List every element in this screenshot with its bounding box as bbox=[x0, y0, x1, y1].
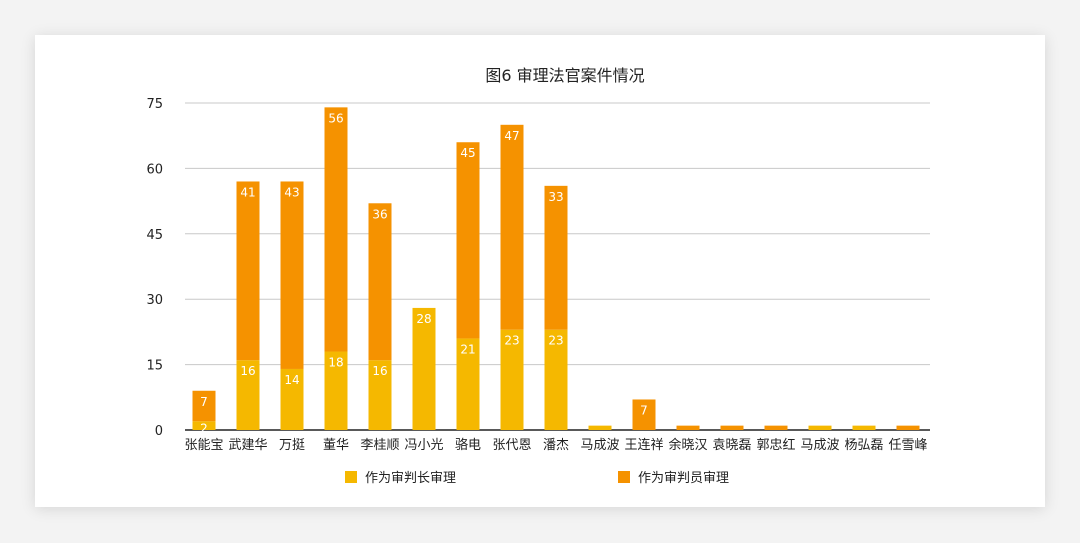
category-label: 袁晓磊 bbox=[712, 438, 751, 453]
y-tick-label: 15 bbox=[146, 359, 163, 374]
category-label: 武建华 bbox=[228, 438, 267, 453]
category-label: 余晓汉 bbox=[668, 437, 707, 453]
category-label: 马成波 bbox=[580, 438, 619, 453]
category-label: 李桂顺 bbox=[360, 438, 399, 453]
bar-segment bbox=[368, 203, 392, 361]
bar-segment bbox=[236, 360, 260, 430]
data-label: 47 bbox=[504, 129, 519, 143]
category-label: 马成波 bbox=[800, 438, 839, 453]
category-label: 万挺 bbox=[279, 438, 305, 453]
bar-segment bbox=[500, 124, 524, 330]
data-label: 45 bbox=[460, 146, 475, 160]
bar-segment bbox=[676, 425, 700, 430]
bar-segment bbox=[632, 399, 656, 430]
data-label: 23 bbox=[548, 334, 563, 348]
data-label: 7 bbox=[640, 403, 648, 417]
data-label: 16 bbox=[240, 364, 255, 378]
bar-segment bbox=[720, 425, 744, 430]
bar-segment bbox=[808, 425, 832, 430]
y-tick-label: 60 bbox=[146, 162, 163, 177]
bar-segment bbox=[544, 329, 568, 430]
category-label: 潘杰 bbox=[543, 438, 569, 453]
bar-segment bbox=[896, 425, 920, 430]
bar-segment bbox=[456, 142, 480, 339]
y-tick-label: 45 bbox=[146, 228, 163, 243]
category-label: 郭忠红 bbox=[756, 437, 795, 453]
bar-segment bbox=[588, 425, 612, 430]
legend-swatch bbox=[618, 471, 630, 483]
category-label: 杨弘磊 bbox=[844, 438, 883, 453]
legend-swatch bbox=[345, 471, 357, 483]
data-label: 18 bbox=[328, 356, 343, 370]
y-tick-label: 30 bbox=[146, 293, 163, 308]
data-label: 14 bbox=[284, 373, 299, 387]
bar-segment bbox=[544, 185, 568, 330]
y-tick-label: 0 bbox=[155, 424, 163, 439]
category-label: 冯小光 bbox=[404, 438, 443, 453]
bar-segment bbox=[852, 425, 876, 430]
bar-segment bbox=[280, 181, 304, 369]
bar-segment bbox=[324, 351, 348, 430]
chart-card: 图6 审理法官案件情况 0 15 30 45 60 75 2 7 16 41 14 43 18 56 16… bbox=[35, 35, 1045, 507]
data-label: 43 bbox=[284, 185, 299, 199]
bar-segment bbox=[280, 368, 304, 430]
bar-segment bbox=[236, 181, 260, 361]
bar-segment bbox=[456, 338, 480, 430]
data-label: 7 bbox=[200, 395, 208, 409]
data-label: 16 bbox=[372, 364, 387, 378]
y-tick-label: 75 bbox=[146, 97, 163, 112]
data-label: 28 bbox=[416, 312, 431, 326]
data-label: 41 bbox=[240, 185, 255, 199]
data-label: 21 bbox=[460, 342, 475, 356]
data-label: 56 bbox=[328, 111, 343, 125]
data-label: 36 bbox=[372, 207, 387, 221]
legend-label: 作为审判长审理 bbox=[365, 471, 456, 486]
category-label: 董华 bbox=[323, 438, 349, 453]
bar-segment bbox=[324, 107, 348, 352]
data-label: 33 bbox=[548, 190, 563, 204]
bar-segment bbox=[764, 425, 788, 430]
data-label: 23 bbox=[504, 334, 519, 348]
data-label: 2 bbox=[200, 421, 208, 435]
bar-segment bbox=[412, 307, 436, 430]
category-label: 王连祥 bbox=[624, 437, 663, 453]
legend-label: 作为审判员审理 bbox=[638, 471, 729, 486]
stacked-bar-chart: 图6 审理法官案件情况 0 15 30 45 60 75 2 7 16 41 14 43 18 56 16… bbox=[146, 66, 930, 486]
category-label: 任雪峰 bbox=[888, 438, 927, 453]
bar-segment bbox=[192, 421, 216, 430]
bar-segment bbox=[192, 390, 216, 422]
bar-segment bbox=[500, 329, 524, 430]
chart-title: 图6 审理法官案件情况 bbox=[485, 66, 644, 85]
bar-segment bbox=[368, 360, 392, 430]
category-label: 张能宝 bbox=[184, 438, 223, 453]
category-label: 骆电 bbox=[455, 437, 481, 453]
category-label: 张代恩 bbox=[492, 438, 531, 453]
